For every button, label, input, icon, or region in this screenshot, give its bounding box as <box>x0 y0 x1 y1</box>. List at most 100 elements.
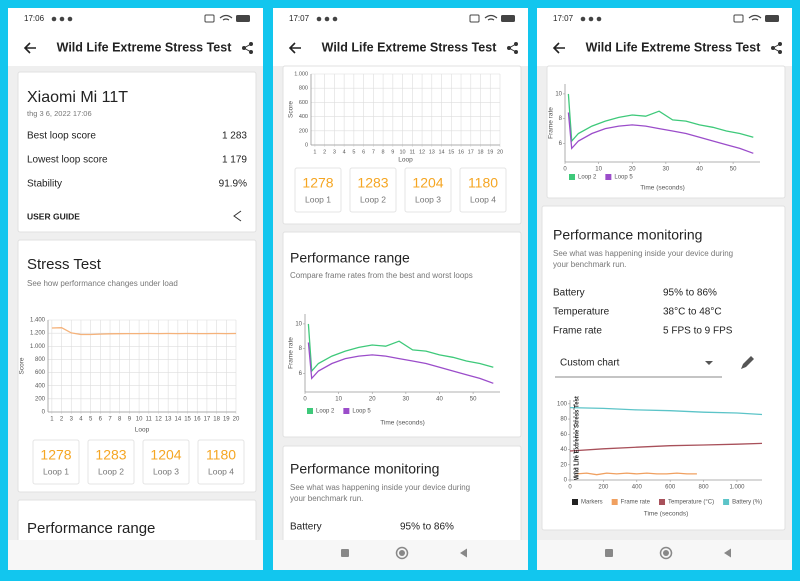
share-dot <box>242 46 246 50</box>
series-line <box>569 406 763 416</box>
x-tick-label: 11 <box>409 149 415 155</box>
nav-recent[interactable] <box>341 549 349 557</box>
status-icon <box>59 16 65 22</box>
x-tick-label: 8 <box>118 417 122 423</box>
section-title: Stress Test <box>27 256 102 273</box>
y-axis-label: Frame rate <box>548 107 555 139</box>
section-title: Performance monitoring <box>290 461 439 477</box>
marker-label: Wild Life Extreme Stress Test <box>575 396 581 480</box>
stat-label: Stability <box>27 179 62 190</box>
y-axis-label: Score <box>19 357 26 374</box>
x-tick-label: 10 <box>136 417 143 423</box>
x-tick-label: 5 <box>89 417 93 423</box>
device-date: thg 3 6, 2022 17:06 <box>27 109 92 118</box>
y-tick-label: 8 <box>299 346 303 352</box>
nav-back[interactable] <box>460 548 467 558</box>
legend-swatch <box>343 408 350 414</box>
x-axis-label: Loop <box>135 427 150 434</box>
x-tick-label: 20 <box>497 149 503 155</box>
section-subtitle: your benchmark run. <box>290 494 363 503</box>
loop-score: 1283 <box>95 447 126 463</box>
x-tick-label: 20 <box>369 397 376 403</box>
share-dot <box>778 50 782 54</box>
edit-icon[interactable] <box>741 356 754 369</box>
nav-home-dot <box>399 550 405 556</box>
x-tick-label: 10 <box>335 397 342 403</box>
loop-score: 1180 <box>206 447 236 463</box>
x-tick-label: 50 <box>470 397 477 403</box>
y-tick-label: 1.000 <box>30 344 46 350</box>
loop-label: Loop 2 <box>360 194 386 204</box>
loop-card <box>32 439 80 485</box>
battery-icon <box>236 15 250 22</box>
app-title: Wild Life Extreme Stress Test <box>586 40 762 54</box>
status-icon <box>733 14 744 23</box>
x-axis-label: Time (seconds) <box>644 511 689 518</box>
x-tick-label: 2 <box>323 149 326 155</box>
stat-label: Lowest loop score <box>27 155 108 166</box>
x-axis-label: Loop <box>398 157 413 164</box>
status-time: 17:07 <box>553 14 574 23</box>
share-dot <box>771 46 775 50</box>
status-icon <box>67 16 73 22</box>
nav-recent[interactable] <box>605 549 613 557</box>
row-value: 38°C to 48°C <box>663 307 722 318</box>
x-tick-label: 1 <box>313 149 316 155</box>
status-icon <box>204 14 215 23</box>
x-tick-label: 8 <box>382 149 385 155</box>
y-tick-label: 600 <box>35 370 46 376</box>
nav-home[interactable] <box>395 546 409 560</box>
loop-card <box>404 167 452 213</box>
legend-label: Loop 2 <box>316 409 335 415</box>
card <box>282 231 522 438</box>
user-guide-link[interactable]: USER GUIDE <box>27 211 80 221</box>
dropdown[interactable]: Custom chart <box>560 358 620 369</box>
share-dot <box>249 50 253 54</box>
x-tick-label: 6 <box>362 149 365 155</box>
back-button[interactable] <box>23 42 36 54</box>
x-tick-label: 12 <box>155 417 162 423</box>
nav-back[interactable] <box>724 548 731 558</box>
loop-label: Loop 1 <box>305 194 331 204</box>
back-button[interactable] <box>288 42 301 54</box>
y-tick-label: 40 <box>560 447 567 453</box>
y-tick-label: 0 <box>305 142 308 148</box>
section-title: Performance monitoring <box>553 227 702 243</box>
status-icon <box>469 14 480 23</box>
loop-card <box>87 439 135 485</box>
x-tick-label: 13 <box>429 149 435 155</box>
x-tick-label: 7 <box>372 149 375 155</box>
x-tick-label: 15 <box>184 417 191 423</box>
y-axis-label: Frame rate <box>288 337 295 369</box>
nav-home[interactable] <box>659 546 673 560</box>
x-tick-label: 200 <box>598 485 609 491</box>
legend-label: Markers <box>581 500 603 506</box>
dropdown-arrow[interactable] <box>705 361 713 365</box>
x-tick-label: 19 <box>487 149 493 155</box>
y-tick-label: 200 <box>35 396 46 402</box>
y-tick-label: 10 <box>295 321 302 327</box>
device-name: Xiaomi Mi 11T <box>27 89 128 106</box>
series-line <box>569 442 763 452</box>
legend-swatch <box>307 408 313 414</box>
series-line <box>567 93 754 143</box>
series-line <box>51 327 237 336</box>
y-tick-label: 400 <box>35 383 46 389</box>
x-tick-label: 400 <box>632 485 643 491</box>
loop-label: Loop 4 <box>208 466 234 476</box>
row-value: 95% to 86% <box>663 288 717 299</box>
x-axis-label: Time (seconds) <box>380 420 425 427</box>
legend-swatch <box>569 174 575 180</box>
back-button[interactable] <box>552 42 565 54</box>
card <box>17 71 257 233</box>
share-icon[interactable] <box>233 210 242 222</box>
row-value: 5 FPS to 9 FPS <box>663 326 733 337</box>
nav-bar <box>8 540 263 570</box>
x-tick-label: 16 <box>194 417 201 423</box>
top-bar <box>273 8 528 66</box>
legend-swatch <box>659 499 666 505</box>
x-tick-label: 4 <box>343 149 346 155</box>
x-tick-label: 3 <box>333 149 336 155</box>
x-tick-label: 20 <box>629 167 636 173</box>
